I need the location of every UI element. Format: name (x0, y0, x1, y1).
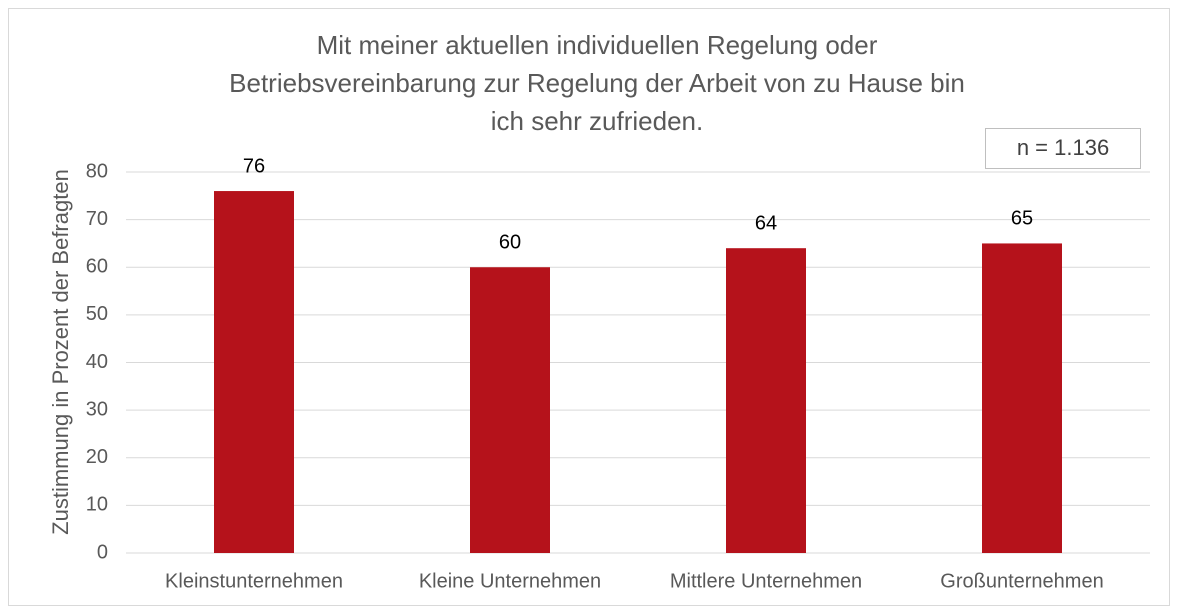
bar (726, 248, 806, 553)
y-tick-label: 10 (86, 494, 108, 516)
chart-border (8, 8, 1170, 606)
bar (982, 243, 1062, 553)
annotation-box (985, 128, 1141, 169)
chart-title: ich sehr zufrieden. (491, 106, 703, 136)
y-axis-label: Zustimmung in Prozent der Befragten (48, 169, 73, 535)
bar (214, 191, 294, 554)
x-tick-label: Großunternehmen (940, 570, 1103, 592)
y-tick-label: 20 (86, 446, 108, 468)
data-label: 65 (1011, 208, 1033, 230)
y-tick-label: 40 (86, 351, 108, 373)
chart-title: Mit meiner aktuellen individuellen Regel… (317, 30, 878, 60)
y-tick-label: 50 (86, 303, 108, 325)
x-tick-label: Mittlere Unternehmen (670, 570, 862, 592)
y-tick-label: 70 (86, 208, 108, 230)
x-tick-label: Kleine Unternehmen (419, 570, 601, 592)
bar (470, 267, 550, 553)
chart-title: Betriebsvereinbarung zur Regelung der Ar… (229, 68, 965, 98)
y-tick-label: 80 (86, 160, 108, 182)
data-label: 60 (499, 232, 521, 254)
x-tick-label: Kleinstunternehmen (165, 570, 343, 592)
y-tick-label: 60 (86, 256, 108, 278)
data-label: 64 (755, 212, 777, 234)
annotation: n = 1.136 (1017, 135, 1109, 160)
y-tick-label: 30 (86, 398, 108, 420)
y-tick-label: 0 (97, 541, 108, 563)
data-label: 76 (243, 155, 265, 177)
